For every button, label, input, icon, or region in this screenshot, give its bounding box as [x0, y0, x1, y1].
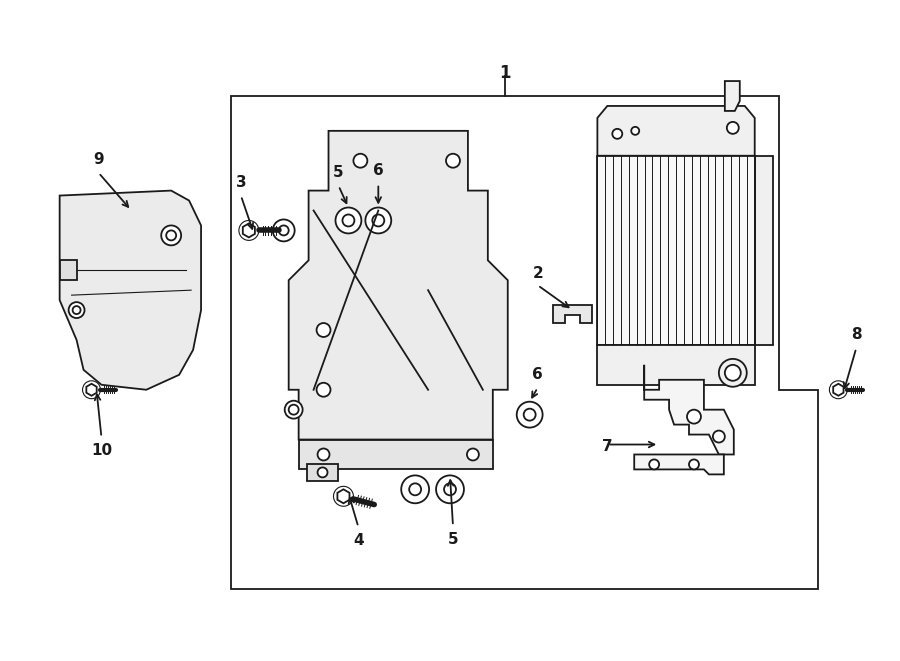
Circle shape [727, 122, 739, 134]
Text: 6: 6 [532, 368, 543, 382]
Circle shape [713, 430, 725, 442]
Circle shape [317, 323, 330, 337]
Circle shape [354, 154, 367, 168]
Circle shape [517, 402, 543, 428]
Circle shape [373, 214, 384, 227]
Circle shape [273, 219, 294, 241]
Circle shape [318, 467, 328, 477]
Text: 6: 6 [373, 163, 383, 178]
Text: 5: 5 [333, 165, 344, 180]
Text: 3: 3 [236, 175, 247, 190]
Polygon shape [59, 260, 76, 280]
Circle shape [631, 127, 639, 135]
Polygon shape [307, 465, 338, 481]
Polygon shape [553, 305, 592, 323]
Circle shape [410, 483, 421, 495]
Circle shape [467, 449, 479, 461]
Circle shape [687, 410, 701, 424]
Bar [755, 156, 772, 345]
Polygon shape [833, 384, 843, 396]
Circle shape [289, 405, 299, 414]
Polygon shape [243, 223, 255, 237]
Polygon shape [59, 190, 201, 390]
Text: 4: 4 [353, 533, 364, 547]
Text: 8: 8 [851, 327, 861, 342]
Circle shape [284, 401, 302, 418]
Polygon shape [598, 106, 755, 156]
Polygon shape [598, 345, 755, 385]
Circle shape [446, 154, 460, 168]
Circle shape [161, 225, 181, 245]
Text: 10: 10 [91, 443, 112, 458]
Circle shape [612, 129, 622, 139]
Polygon shape [289, 131, 508, 440]
Bar [598, 156, 755, 345]
Text: 9: 9 [94, 152, 104, 167]
Circle shape [524, 408, 536, 420]
Polygon shape [299, 440, 493, 469]
Circle shape [444, 483, 456, 495]
Circle shape [336, 208, 362, 233]
Text: 7: 7 [602, 439, 613, 454]
Text: 2: 2 [532, 266, 543, 281]
Circle shape [649, 459, 659, 469]
Circle shape [719, 359, 747, 387]
Polygon shape [338, 489, 349, 503]
Polygon shape [634, 455, 724, 475]
Circle shape [689, 459, 699, 469]
Polygon shape [724, 81, 740, 111]
Text: 5: 5 [447, 531, 458, 547]
Circle shape [166, 231, 176, 241]
Circle shape [318, 449, 329, 461]
Circle shape [317, 383, 330, 397]
Circle shape [365, 208, 392, 233]
Circle shape [279, 225, 289, 235]
Polygon shape [644, 365, 734, 455]
Circle shape [401, 475, 429, 503]
Circle shape [436, 475, 464, 503]
Circle shape [68, 302, 85, 318]
Polygon shape [86, 384, 96, 396]
Text: 1: 1 [499, 64, 510, 82]
Circle shape [73, 306, 81, 314]
Circle shape [343, 214, 355, 227]
Circle shape [724, 365, 741, 381]
